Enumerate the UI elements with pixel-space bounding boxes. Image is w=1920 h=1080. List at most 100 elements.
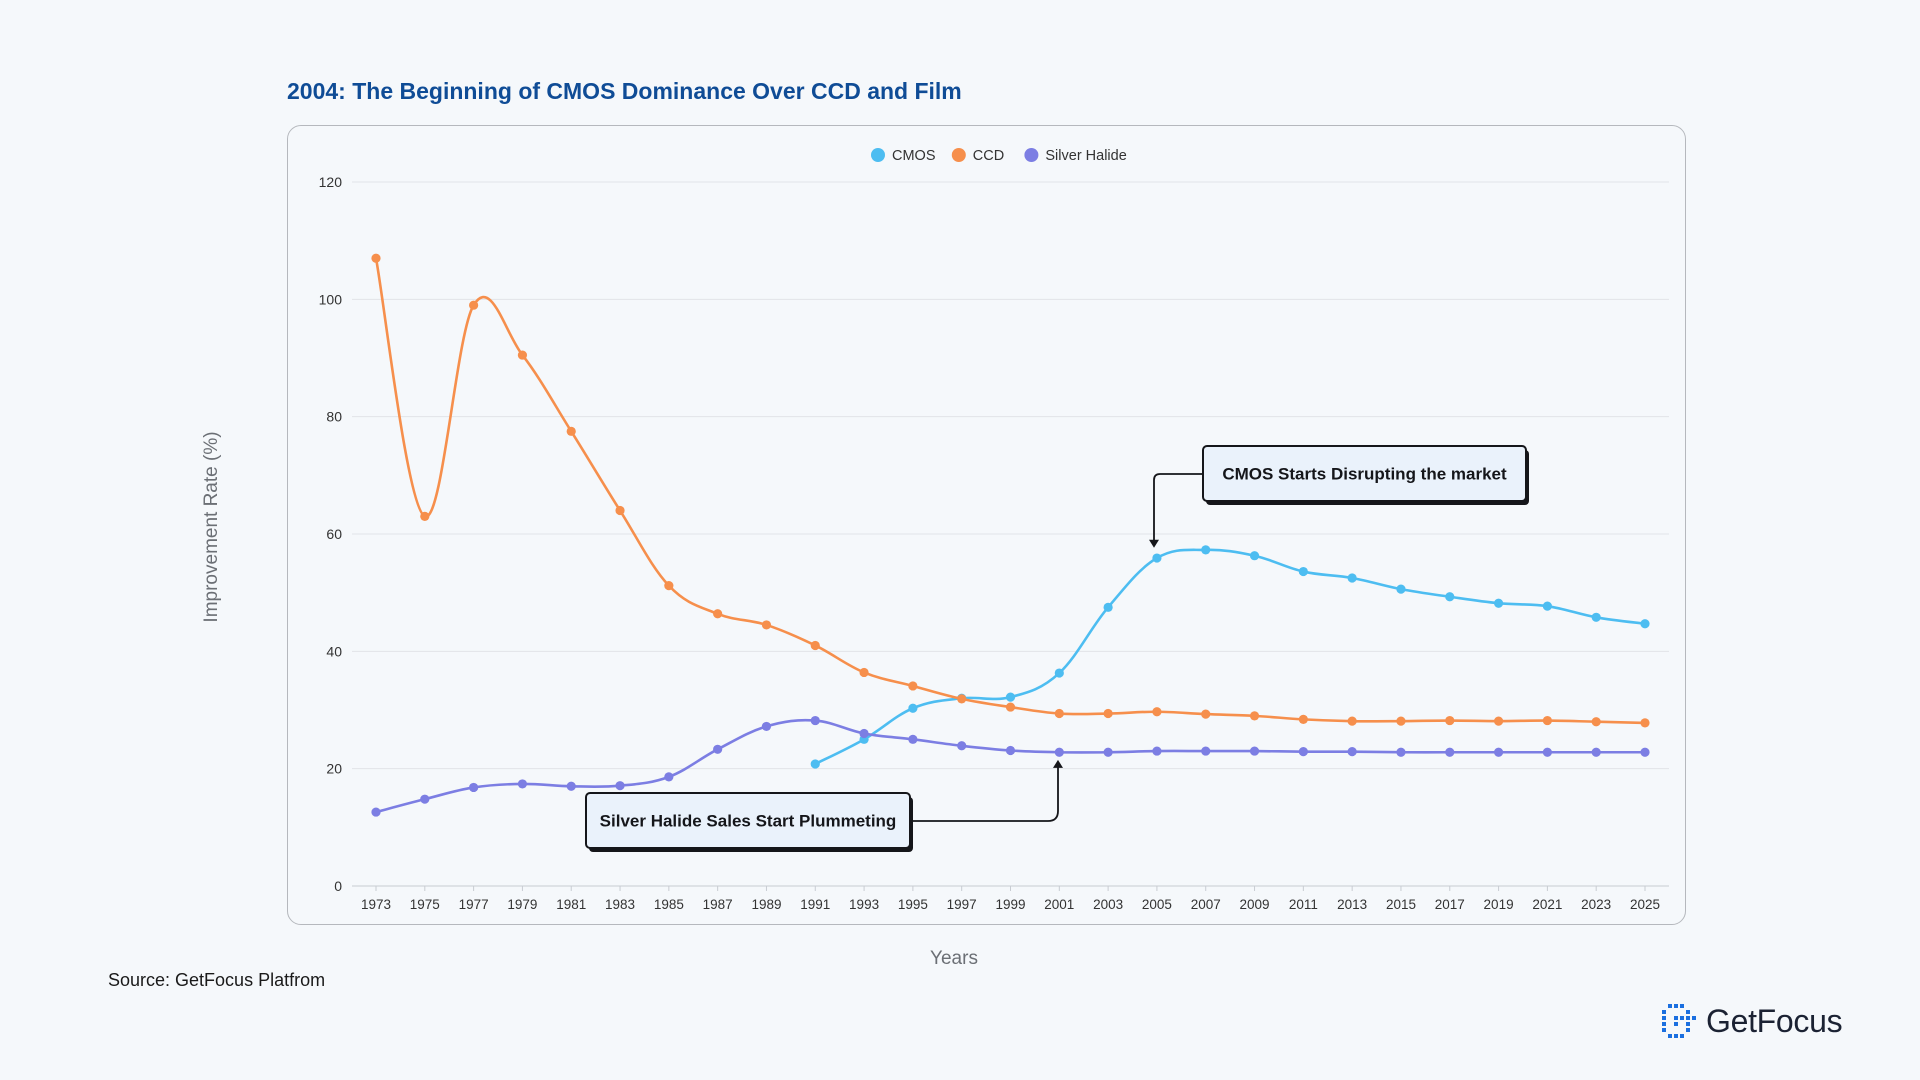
y-tick-label: 20	[326, 761, 342, 777]
ccd-data-point	[1445, 715, 1455, 726]
silver-halide-data-point	[1054, 747, 1064, 757]
silver-halide-data-point	[1445, 747, 1455, 757]
ccd-data-point	[810, 640, 820, 651]
cmos-annotation-arrowhead	[1149, 539, 1159, 548]
x-tick-label: 1985	[654, 897, 684, 912]
cmos-data-point	[1347, 573, 1357, 583]
source-note: Source: GetFocus Platfrom	[108, 970, 326, 990]
x-tick-label: 2025	[1630, 897, 1660, 912]
x-tick-label: 1983	[605, 897, 635, 912]
silver-halide-data-point	[1103, 747, 1113, 757]
x-tick-label: 2001	[1044, 897, 1074, 912]
x-tick-label: 2011	[1289, 897, 1318, 912]
silver-halide-data-point	[713, 744, 723, 754]
silver-halide-data-point	[1249, 746, 1260, 756]
ccd-data-point	[713, 609, 723, 619]
line-chart: 0 20 40 60 80 100 120 1973 1975 1977 1979 1981 1983 1…	[319, 148, 1669, 912]
cmos-data-point	[1445, 592, 1455, 602]
cmos-data-point	[1493, 598, 1504, 608]
silver-halide-data-point	[1493, 747, 1504, 757]
silver-halide-data-point	[1347, 747, 1357, 757]
getfocus-logo: GetFocus	[1660, 1002, 1843, 1040]
cmos-data-point	[1640, 619, 1650, 629]
x-tick-label: 2009	[1240, 897, 1270, 912]
x-tick-label: 1981	[556, 897, 586, 912]
x-tick-label: 2003	[1093, 897, 1123, 912]
ccd-data-point	[1591, 717, 1601, 727]
x-tick-label: 2015	[1386, 897, 1416, 912]
cmos-data-point	[1298, 566, 1308, 577]
logo-text: GetFocus	[1706, 1002, 1843, 1039]
silver-halide-data-point	[1640, 747, 1650, 757]
legend-label-ccd: CCD	[973, 148, 1004, 164]
x-axis-label: Years	[930, 948, 978, 969]
ccd-data-point	[1201, 709, 1211, 719]
legend-label-silver-halide: Silver Halide	[1045, 148, 1126, 164]
x-tick-label: 1991	[800, 897, 830, 912]
x-tick-label: 1973	[361, 897, 391, 912]
ccd-data-point	[469, 300, 479, 310]
ccd-data-point	[1396, 716, 1406, 726]
ccd-data-point	[615, 505, 625, 516]
silver-halide-data-point	[1201, 746, 1211, 756]
ccd-data-point	[1054, 708, 1064, 719]
silver-halide-data-point	[1298, 747, 1308, 757]
legend-marker-silver-halide	[1024, 148, 1039, 162]
cmos-data-point	[810, 759, 820, 769]
cmos-data-point	[1201, 545, 1211, 555]
ccd-data-point	[1005, 702, 1016, 712]
silver-halide-annotation-text: Silver Halide Sales Start Plummeting	[600, 812, 897, 831]
legend-marker-cmos	[871, 148, 885, 162]
x-tick-label: 2005	[1142, 897, 1172, 912]
y-tick-label: 120	[319, 174, 343, 190]
cmos-data-point	[1396, 584, 1406, 594]
getfocus-logo-icon	[1662, 1004, 1696, 1038]
silver-halide-data-point	[761, 721, 772, 732]
ccd-data-point	[1298, 714, 1308, 724]
silver-halide-annotation-connector	[910, 763, 1059, 822]
ccd-data-point	[420, 511, 430, 521]
ccd-data-point	[1103, 708, 1113, 719]
cmos-data-point	[908, 703, 918, 713]
ccd-data-point	[517, 350, 528, 360]
x-tick-label: 1977	[459, 897, 489, 912]
silver-halide-data-point	[1396, 747, 1406, 757]
x-tick-label: 1979	[507, 897, 537, 912]
cmos-annotation-text: CMOS Starts Disrupting the market	[1222, 465, 1507, 484]
cmos-data-point	[1054, 668, 1064, 678]
x-tick-label: 1975	[410, 897, 440, 912]
silver-halide-data-point	[566, 781, 576, 791]
ccd-series-line	[374, 258, 1646, 725]
x-tick-label: 2007	[1191, 897, 1221, 912]
silver-halide-annotation-arrowhead	[1053, 759, 1063, 768]
ccd-data-point	[1640, 718, 1650, 728]
x-tick-label: 1999	[995, 897, 1025, 912]
cmos-data-point	[1005, 692, 1016, 702]
cmos-data-point	[1249, 551, 1260, 561]
cmos-data-point	[1542, 601, 1552, 611]
y-tick-label: 0	[334, 878, 342, 894]
silver-halide-data-point	[420, 794, 430, 804]
cmos-data-point	[1591, 612, 1601, 622]
silver-halide-data-point	[859, 728, 869, 739]
silver-halide-data-point	[810, 715, 820, 726]
y-tick-label: 40	[326, 643, 342, 659]
ccd-data-point	[908, 681, 918, 691]
ccd-data-point	[859, 667, 869, 678]
cmos-annotation-connector	[1153, 473, 1203, 544]
silver-halide-data-point	[957, 741, 967, 751]
x-tick-label: 2019	[1484, 897, 1514, 912]
ccd-data-point	[761, 620, 772, 630]
silver-halide-data-point	[1591, 747, 1601, 757]
x-tick-label: 1995	[898, 897, 928, 912]
cmos-series-line	[814, 548, 1646, 766]
x-tick-label: 1997	[947, 897, 977, 912]
silver-halide-data-point	[517, 779, 528, 789]
ccd-data-point	[1493, 716, 1504, 726]
silver-halide-data-point	[908, 734, 918, 744]
x-tick-label: 2017	[1435, 897, 1465, 912]
silver-halide-annotation-box	[585, 792, 911, 849]
ccd-data-point	[1152, 707, 1162, 717]
ccd-data-point	[664, 581, 674, 591]
legend-marker-ccd	[951, 148, 966, 162]
